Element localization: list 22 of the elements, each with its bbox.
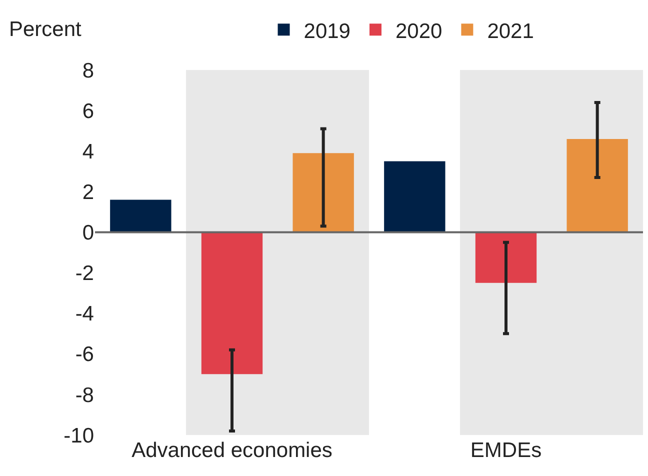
y-tick-label: 6 (82, 100, 94, 123)
y-tick-label: -2 (75, 262, 94, 286)
y-tick-label: -6 (75, 343, 94, 366)
bar (475, 232, 537, 283)
y-tick-label: 2 (82, 181, 94, 204)
y-tick-label: -8 (75, 384, 94, 407)
bar (384, 161, 446, 232)
x-tick-label: EMDEs (470, 439, 542, 462)
y-tick-label: 4 (82, 140, 94, 164)
bar (566, 138, 628, 232)
y-tick-label: 0 (82, 222, 94, 245)
y-tick-label: -10 (64, 424, 94, 448)
bar (292, 153, 354, 232)
y-tick-label: 8 (82, 59, 94, 82)
legend-label: 2020 (395, 20, 442, 43)
bar (201, 232, 263, 374)
bar (110, 200, 172, 232)
y-tick-label: -4 (75, 302, 94, 326)
x-tick-label: Advanced economies (132, 439, 332, 462)
y-axis-title: Percent (9, 18, 82, 41)
legend-label: 2021 (487, 20, 534, 43)
legend-label: 2019 (304, 20, 350, 43)
